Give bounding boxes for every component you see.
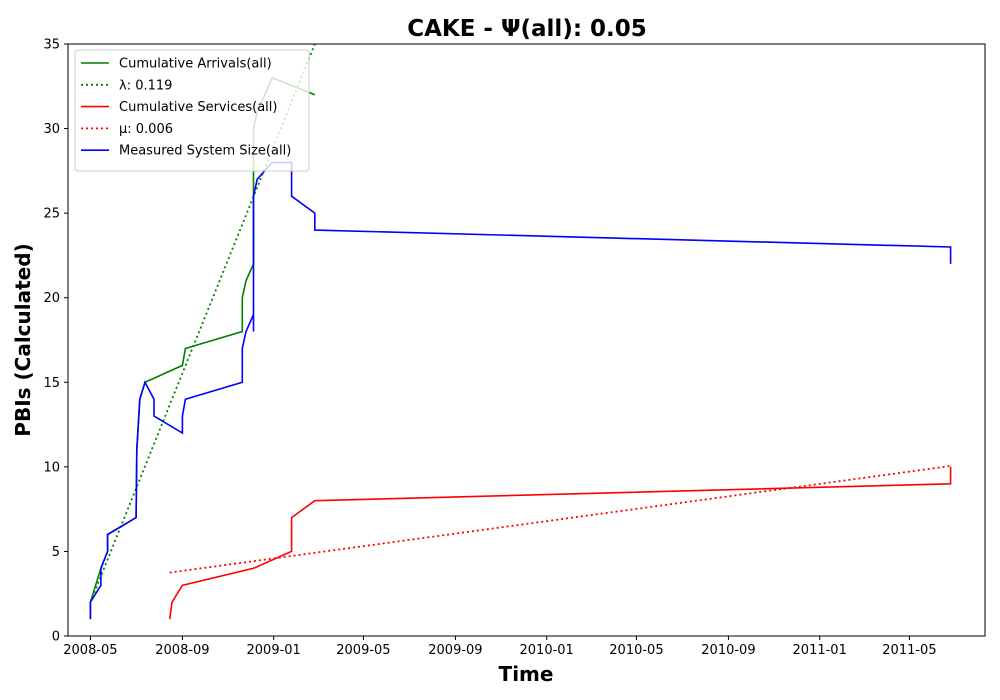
y-tick-label: 25: [43, 207, 60, 222]
plot-frame: [67, 43, 986, 637]
x-tick-label: 2009-05: [336, 643, 390, 658]
x-tick-label: 2008-09: [155, 643, 209, 658]
y-tick-label: 5: [52, 545, 60, 560]
legend-box: [74, 49, 310, 172]
legend: Cumulative Arrivals(all) λ: 0.119 Cumulati…: [74, 49, 310, 172]
y-tick-label: 15: [43, 376, 60, 391]
legend-label-5: Measured System Size(all): [119, 144, 291, 159]
series-line-5: [89, 161, 952, 620]
legend-label-2: λ: 0.119: [119, 78, 172, 93]
x-tick-label: 2009-01: [247, 643, 301, 658]
x-tick-label: 2011-05: [882, 643, 936, 658]
y-tick-label: 30: [43, 122, 60, 137]
x-axis-title: Time: [499, 662, 554, 686]
legend-label-1: Cumulative Arrivals(all): [119, 57, 272, 72]
series-line-3: [168, 466, 952, 620]
x-axis: 2008-05 2008-09 2009-01 2009-05 2009-09 2010-…: [63, 636, 937, 658]
y-axis-title: PBIs (Calculated): [11, 243, 35, 436]
x-tick-label: 2008-05: [63, 643, 117, 658]
x-tick-label: 2010-05: [609, 643, 663, 658]
y-tick-label: 10: [43, 460, 60, 475]
y-axis: 0 5 10 15 20 25 30 35: [43, 38, 68, 645]
series-line-4: [169, 465, 951, 574]
legend-label-4: μ: 0.006: [119, 122, 173, 137]
x-tick-label: 2010-01: [520, 643, 574, 658]
y-tick-label: 0: [52, 630, 60, 645]
chart-title: CAKE - Ψ(all): 0.05: [407, 16, 647, 42]
x-tick-label: 2010-09: [701, 643, 755, 658]
x-tick-label: 2009-09: [428, 643, 482, 658]
legend-label-3: Cumulative Services(all): [119, 100, 277, 115]
y-tick-label: 35: [43, 38, 60, 53]
x-tick-label: 2011-01: [793, 643, 847, 658]
y-tick-label: 20: [43, 291, 60, 306]
